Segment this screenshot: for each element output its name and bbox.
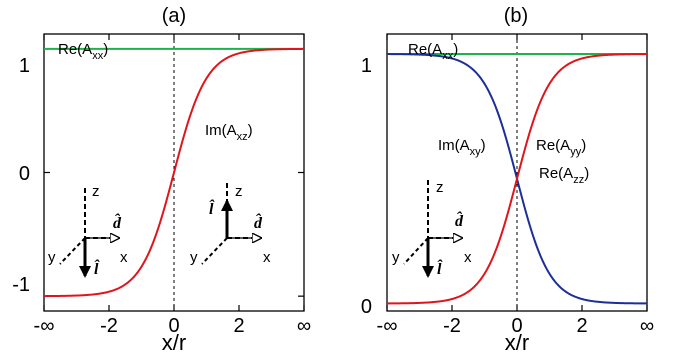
panel-a-label-re-axx: Re(Axx)	[58, 41, 108, 62]
inset-y-axis	[201, 237, 228, 265]
panel-b: (b) 1 0 -∞ -2 0 2 ∞ x/r Re(Axx) Im(Axy) …	[361, 5, 654, 352]
inset-y-label: y	[392, 249, 400, 266]
panel-a-inset-left: z x y d̂ l̂	[48, 183, 128, 278]
inset-y-axis	[59, 237, 86, 265]
panel-b-label-re-ayy: Re(Ayy)	[536, 137, 586, 158]
panel-a-xtick-2: 2	[233, 315, 244, 337]
panel-a-xlabel: x/r	[162, 330, 186, 352]
panel-a-ytick-neg1: -1	[12, 274, 30, 296]
inset-y-label: y	[190, 249, 198, 266]
panel-a-label-im-axz: Im(Axz)	[205, 122, 253, 143]
panel-b-title: (b)	[504, 5, 528, 27]
panel-b-ytick-0: 0	[361, 296, 372, 318]
inset-x-label: x	[263, 249, 271, 266]
panel-a-xtick-neg2: -2	[100, 315, 118, 337]
panel-b-xtick-neginf: -∞	[377, 315, 398, 337]
panel-a-inset-right: z x y d̂ l̂	[190, 183, 271, 266]
panel-b-label-re-azz: Re(Azz)	[539, 165, 589, 186]
panel-b-xtick-inf: ∞	[640, 315, 654, 337]
panel-a: (a) 1 0 -1 -∞ -2 0 2 ∞ x/r Re(Axx) Im(Ax…	[12, 5, 311, 352]
panel-b-xtick-neg2: -2	[443, 315, 461, 337]
inset-d-label: d̂	[113, 213, 122, 232]
inset-l-label: l̂	[209, 199, 215, 218]
panel-b-series-re-ayy-azz	[386, 53, 647, 305]
inset-y-axis	[403, 237, 429, 265]
inset-z-label: z	[92, 183, 100, 200]
inset-d-label: d̂	[455, 211, 464, 230]
inset-y-label: y	[48, 249, 56, 266]
panel-b-inset: z x y d̂ l̂	[392, 179, 472, 278]
panel-a-xtick-neginf: -∞	[34, 315, 55, 337]
inset-l-label: l̂	[94, 259, 100, 278]
panel-a-ytick-0: 0	[19, 163, 30, 185]
panel-b-label-im-axy: Im(Axy)	[438, 137, 486, 158]
panel-a-xtick-0: 0	[168, 315, 179, 337]
inset-x-label: x	[464, 249, 472, 266]
panel-a-title: (a)	[162, 5, 186, 27]
panel-a-xtick-inf: ∞	[297, 315, 311, 337]
panel-b-xlabel: x/r	[505, 330, 529, 352]
panel-b-xtick-0: 0	[511, 315, 522, 337]
panel-b-xtick-2: 2	[576, 315, 587, 337]
panel-b-ytick-1: 1	[361, 55, 372, 77]
inset-z-label: z	[436, 179, 444, 196]
panel-a-series-im-axz	[43, 47, 305, 298]
panel-b-label-re-axx: Re(Axx)	[408, 41, 458, 62]
inset-x-label: x	[120, 249, 128, 266]
inset-l-label: l̂	[437, 259, 443, 278]
panel-a-ytick-1: 1	[19, 55, 30, 77]
inset-d-label: d̂	[254, 213, 263, 232]
inset-z-label: z	[235, 183, 243, 200]
